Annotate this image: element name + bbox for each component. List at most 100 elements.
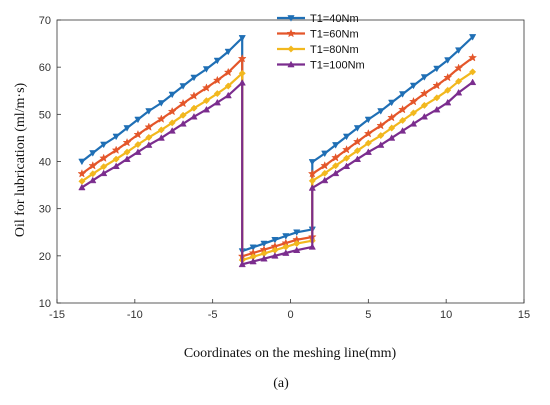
data-point <box>388 124 396 132</box>
y-axis-title: Oil for lubrication (ml/m·s) <box>13 82 28 237</box>
data-point <box>308 243 316 250</box>
data-point <box>112 155 120 163</box>
data-point <box>249 257 257 265</box>
data-point <box>342 133 351 141</box>
data-point <box>282 233 290 240</box>
data-point <box>454 63 464 72</box>
data-point <box>168 91 176 99</box>
data-point <box>287 15 295 22</box>
data-point <box>202 105 211 113</box>
data-point <box>282 249 290 256</box>
data-point <box>122 137 132 147</box>
data-point <box>134 140 142 149</box>
data-point <box>112 162 120 170</box>
data-point <box>144 122 154 131</box>
y-tick-label: 50 <box>39 109 51 121</box>
data-point <box>321 169 329 177</box>
y-tick-label: 30 <box>39 204 51 216</box>
data-point <box>286 28 296 38</box>
data-point <box>433 65 441 73</box>
data-point <box>321 176 329 184</box>
data-point <box>433 105 441 113</box>
data-point <box>444 57 452 64</box>
data-point <box>99 153 109 162</box>
data-point <box>420 112 428 120</box>
legend: T1=40Nm T1=60Nm T1=80Nm T1=100Nm <box>277 13 365 72</box>
data-point <box>409 82 418 90</box>
x-tick-label: 15 <box>518 309 530 321</box>
data-point <box>455 77 463 85</box>
data-point <box>342 154 351 162</box>
data-point <box>419 88 429 98</box>
data-point <box>469 68 477 76</box>
data-point <box>398 91 407 98</box>
data-point <box>469 78 477 86</box>
data-point <box>308 184 316 191</box>
data-point <box>167 106 177 116</box>
data-point <box>468 53 478 62</box>
data-point <box>353 125 362 132</box>
data-point <box>100 141 108 149</box>
data-point <box>224 82 232 90</box>
data-point <box>145 133 153 141</box>
data-point <box>377 108 385 115</box>
data-point <box>432 80 442 90</box>
data-point <box>409 120 418 127</box>
legend-label: T1=100Nm <box>310 60 365 72</box>
data-point <box>78 158 86 166</box>
data-point <box>307 169 317 178</box>
data-point <box>238 260 246 268</box>
data-point <box>398 104 408 114</box>
data-point <box>308 177 316 185</box>
data-point <box>111 145 121 154</box>
data-point <box>376 120 386 130</box>
series-t1-100nm <box>78 78 477 268</box>
data-point <box>420 74 428 81</box>
x-tick-label: 0 <box>287 309 293 321</box>
data-point <box>178 98 188 108</box>
data-point <box>332 142 340 149</box>
data-point <box>271 252 279 259</box>
data-point <box>238 79 246 86</box>
data-point <box>409 109 418 117</box>
data-point <box>179 120 187 127</box>
data-point <box>190 104 198 112</box>
legend-item: T1=100Nm <box>277 60 365 72</box>
data-point <box>388 99 396 107</box>
data-point <box>224 48 232 56</box>
data-point <box>332 162 340 170</box>
data-point <box>157 134 165 141</box>
data-point <box>77 169 87 178</box>
data-point <box>189 91 199 100</box>
data-point <box>293 246 301 253</box>
data-point <box>100 169 108 177</box>
data-point <box>123 125 131 132</box>
series-t1-80nm <box>78 68 477 264</box>
legend-item: T1=80Nm <box>277 44 359 56</box>
data-point <box>260 254 268 262</box>
data-point <box>190 112 198 120</box>
data-point <box>112 133 120 141</box>
data-point <box>377 141 385 148</box>
x-tick-label: -15 <box>49 309 65 321</box>
data-point <box>387 112 397 122</box>
data-point <box>342 145 352 154</box>
data-point <box>212 75 222 85</box>
data-point <box>444 86 452 94</box>
data-point <box>89 150 97 157</box>
data-point <box>238 35 246 42</box>
y-tick-label: 20 <box>39 251 51 263</box>
data-point <box>443 72 453 82</box>
data-point <box>287 60 295 68</box>
data-point <box>454 88 463 96</box>
data-point <box>320 161 330 170</box>
data-point <box>308 159 316 166</box>
data-point <box>89 176 97 184</box>
data-point <box>409 96 418 106</box>
x-tick-label: -10 <box>127 309 143 321</box>
data-point <box>224 91 232 99</box>
axis-ticks: -15 -10 -5 0 5 10 15 10 20 30 40 50 60 70 <box>39 15 530 321</box>
data-point <box>249 244 257 252</box>
series-layer <box>77 34 478 268</box>
legend-label: T1=80Nm <box>310 44 359 56</box>
